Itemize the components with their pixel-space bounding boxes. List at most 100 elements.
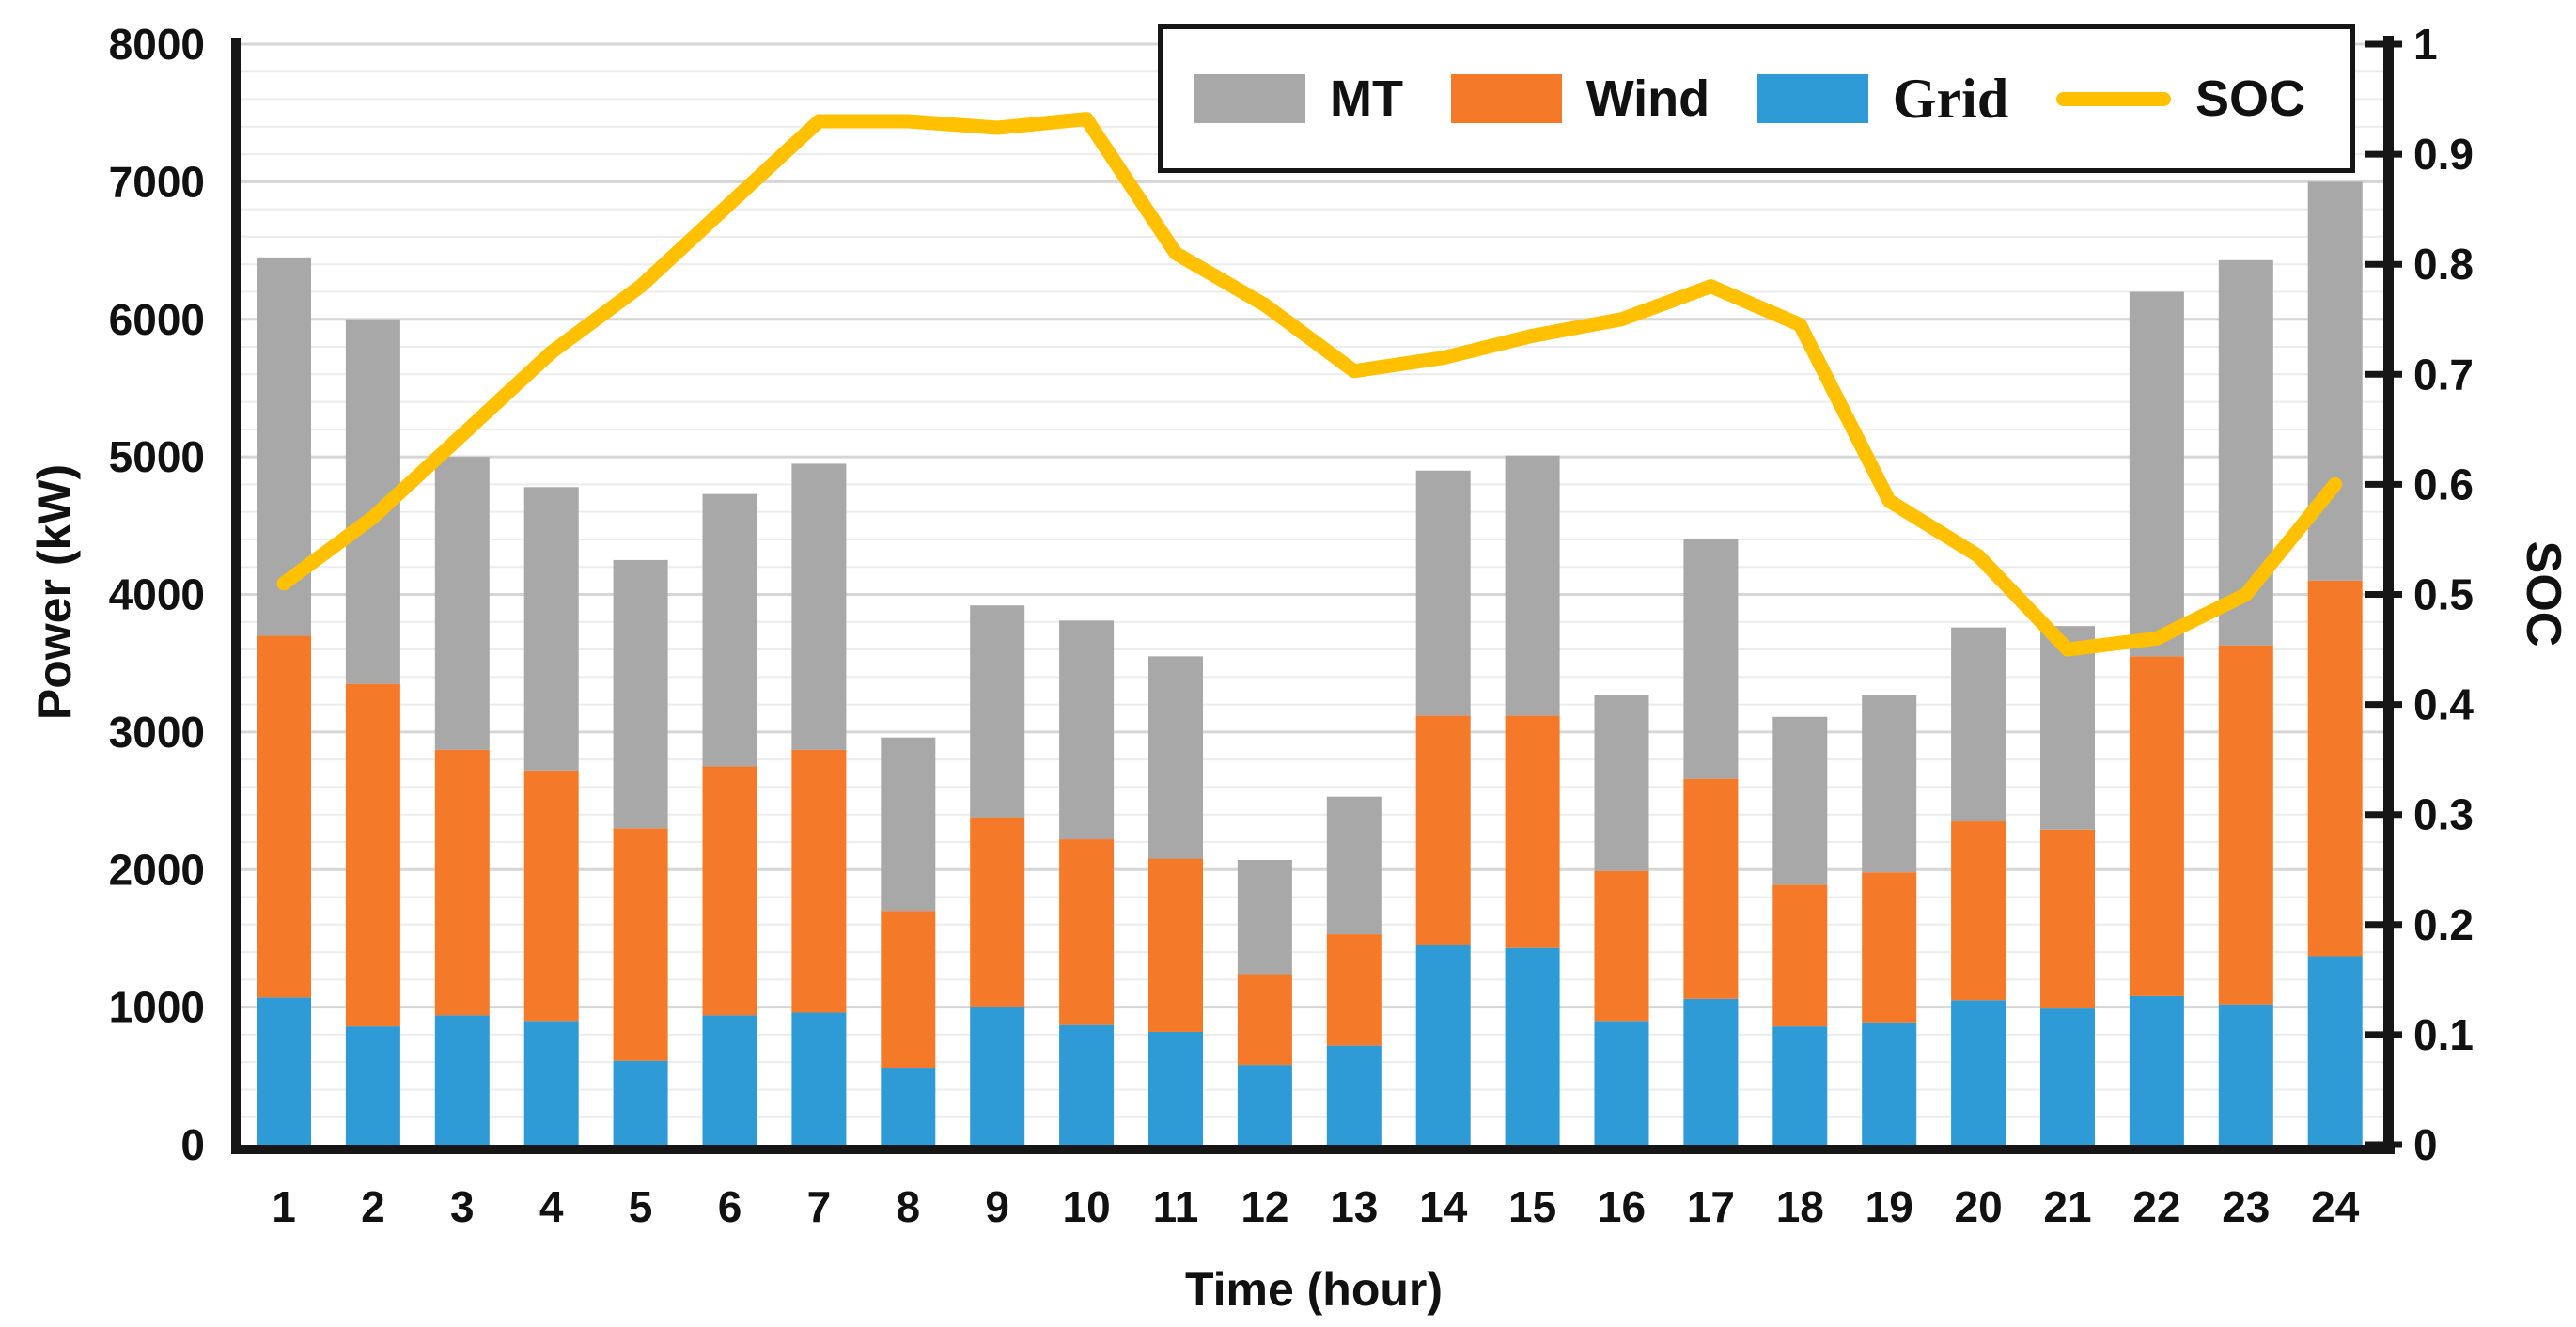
right-tick-1: 1 bbox=[2413, 20, 2438, 69]
x-tick-21: 21 bbox=[2043, 1182, 2091, 1231]
bar-mt-h8 bbox=[881, 737, 936, 912]
x-tick-13: 13 bbox=[1330, 1182, 1378, 1231]
bar-grid-h13 bbox=[1326, 1045, 1382, 1145]
bar-grid-h7 bbox=[791, 1012, 847, 1145]
bar-wind-h22 bbox=[2129, 656, 2184, 996]
bar-wind-h6 bbox=[702, 766, 757, 1016]
left-tick-8000: 8000 bbox=[109, 20, 205, 69]
x-tick-1: 1 bbox=[272, 1182, 296, 1231]
legend: MT Wind Grid SOC bbox=[1158, 24, 2355, 173]
right-tick-0.6: 0.6 bbox=[2413, 460, 2474, 508]
bar-wind-h1 bbox=[257, 635, 311, 998]
bar-grid-h1 bbox=[257, 997, 311, 1145]
bar-grid-h24 bbox=[2307, 956, 2363, 1145]
bar-mt-h9 bbox=[970, 605, 1025, 818]
x-tick-8: 8 bbox=[897, 1182, 921, 1231]
x-tick-17: 17 bbox=[1687, 1182, 1735, 1231]
x-tick-14: 14 bbox=[1419, 1182, 1468, 1231]
bar-mt-h19 bbox=[1862, 695, 1917, 873]
legend-item-grid: Grid bbox=[1756, 67, 2009, 132]
bar-grid-h14 bbox=[1415, 945, 1471, 1145]
bar-mt-h15 bbox=[1505, 455, 1560, 716]
bar-mt-h14 bbox=[1415, 470, 1471, 716]
bar-mt-h18 bbox=[1772, 716, 1828, 885]
bars bbox=[257, 181, 2363, 1145]
bar-wind-h24 bbox=[2307, 580, 2363, 957]
x-tick-24: 24 bbox=[2311, 1182, 2360, 1231]
bar-wind-h5 bbox=[613, 828, 668, 1061]
bar-wind-h10 bbox=[1059, 839, 1115, 1025]
legend-item-wind: Wind bbox=[1450, 70, 1710, 128]
legend-label-soc: SOC bbox=[2194, 70, 2305, 127]
bar-grid-h8 bbox=[881, 1068, 936, 1145]
bar-mt-h5 bbox=[613, 559, 668, 829]
left-tick-1000: 1000 bbox=[109, 983, 205, 1032]
x-tick-10: 10 bbox=[1063, 1182, 1111, 1231]
bar-grid-h12 bbox=[1237, 1065, 1292, 1145]
bar-mt-h24 bbox=[2307, 181, 2363, 581]
right-tick-0.4: 0.4 bbox=[2413, 680, 2474, 729]
legend-label-grid: Grid bbox=[1892, 67, 2009, 130]
bar-mt-h4 bbox=[523, 487, 579, 771]
left-tick-2000: 2000 bbox=[109, 845, 205, 894]
soc-line bbox=[276, 112, 2343, 657]
left-tick-6000: 6000 bbox=[109, 295, 205, 344]
x-tick-7: 7 bbox=[807, 1182, 832, 1231]
x-tick-6: 6 bbox=[718, 1182, 742, 1231]
bar-grid-h9 bbox=[970, 1007, 1025, 1145]
bar-mt-h12 bbox=[1237, 860, 1292, 975]
right-tick-0.9: 0.9 bbox=[2413, 130, 2474, 179]
legend-label-wind: Wind bbox=[1585, 70, 1710, 127]
legend-item-soc: SOC bbox=[2055, 70, 2305, 128]
bar-wind-h20 bbox=[1951, 821, 2006, 1001]
bar-grid-h6 bbox=[702, 1015, 757, 1145]
right-tick-0.2: 0.2 bbox=[2413, 900, 2474, 949]
bar-wind-h19 bbox=[1862, 872, 1917, 1023]
right-tick-0.1: 0.1 bbox=[2413, 1010, 2474, 1059]
bar-wind-h4 bbox=[523, 770, 579, 1022]
bar-grid-h10 bbox=[1059, 1024, 1115, 1145]
time-axis-title: Time (hour) bbox=[1184, 1263, 1444, 1316]
bar-wind-h15 bbox=[1505, 715, 1560, 948]
bar-grid-h16 bbox=[1594, 1021, 1649, 1145]
bar-wind-h3 bbox=[434, 749, 490, 1016]
bar-grid-h23 bbox=[2218, 1004, 2273, 1145]
bar-grid-h20 bbox=[1951, 1000, 2006, 1145]
left-tick-0: 0 bbox=[180, 1120, 205, 1169]
legend-item-mt: MT bbox=[1194, 70, 1403, 128]
x-tick-4: 4 bbox=[539, 1182, 564, 1231]
bar-mt-h20 bbox=[1951, 627, 2006, 822]
bar-grid-h4 bbox=[523, 1021, 579, 1145]
x-tick-5: 5 bbox=[629, 1182, 653, 1231]
bar-wind-h2 bbox=[345, 683, 400, 1027]
bar-wind-h12 bbox=[1237, 974, 1292, 1066]
bar-grid-h5 bbox=[613, 1060, 668, 1145]
bar-wind-h8 bbox=[881, 911, 936, 1069]
bar-grid-h18 bbox=[1772, 1026, 1828, 1145]
x-tick-22: 22 bbox=[2132, 1182, 2180, 1231]
right-tick-0.8: 0.8 bbox=[2413, 240, 2474, 289]
bar-wind-h11 bbox=[1148, 858, 1203, 1032]
x-tick-11: 11 bbox=[1153, 1182, 1199, 1231]
wind-swatch-icon bbox=[1450, 74, 1562, 123]
axes bbox=[231, 36, 2402, 1154]
bar-mt-h3 bbox=[434, 457, 490, 750]
power-axis-title: Power (kW) bbox=[28, 463, 81, 721]
grid-swatch-icon bbox=[1756, 74, 1868, 123]
bar-mt-h21 bbox=[2040, 626, 2095, 830]
bar-wind-h16 bbox=[1594, 870, 1649, 1022]
bar-mt-h10 bbox=[1059, 620, 1115, 840]
bar-wind-h18 bbox=[1772, 884, 1828, 1027]
bar-mt-h17 bbox=[1683, 539, 1739, 779]
bar-grid-h22 bbox=[2129, 995, 2184, 1145]
bar-grid-h11 bbox=[1148, 1031, 1203, 1145]
right-tick-0: 0 bbox=[2413, 1120, 2438, 1169]
tick-labels: 8000 7000 6000 5000 4000 3000 2000 1000 0 1 0.9 0.8… bbox=[109, 20, 2475, 1231]
bar-wind-h23 bbox=[2218, 645, 2273, 1005]
legend-label-mt: MT bbox=[1330, 70, 1403, 127]
x-tick-20: 20 bbox=[1955, 1182, 2003, 1231]
bar-grid-h19 bbox=[1862, 1022, 1917, 1145]
right-tick-0.7: 0.7 bbox=[2413, 350, 2474, 398]
bar-grid-h2 bbox=[345, 1026, 400, 1145]
